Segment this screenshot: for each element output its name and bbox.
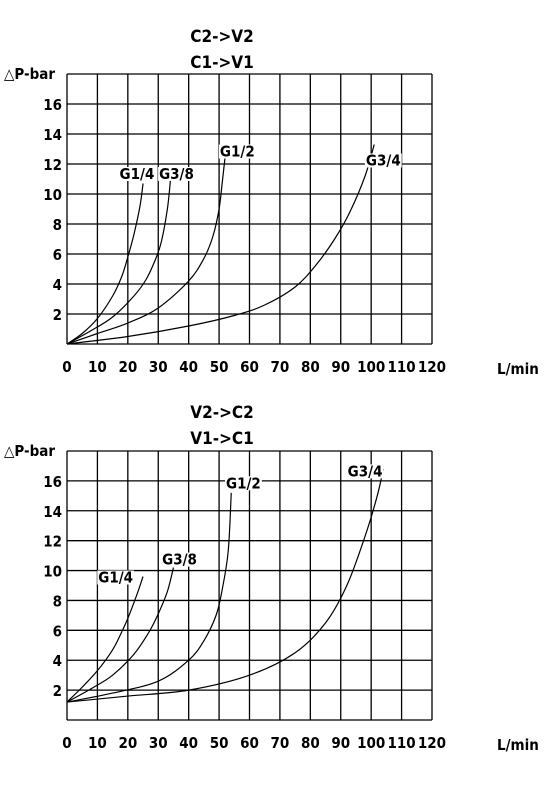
- series-curve-G1-2: [66, 492, 232, 703]
- y-tick-label: 2: [53, 682, 62, 700]
- x-tick-label: 120: [418, 358, 446, 376]
- y-tick-label: 10: [43, 563, 62, 581]
- x-tick-label: 80: [301, 734, 320, 752]
- series-label-bg: [364, 153, 402, 168]
- x-tick-label: 90: [331, 358, 350, 376]
- x-tick-label: 40: [179, 734, 198, 752]
- y-tick-label: 8: [53, 592, 62, 610]
- series-label: G1/2: [226, 474, 261, 492]
- y-tick-label: 8: [53, 216, 62, 234]
- series-label: G1/4: [120, 165, 155, 183]
- x-tick-label: 70: [271, 358, 290, 376]
- y-tick-label: 12: [43, 533, 62, 551]
- x-tick-label: 0: [62, 734, 71, 752]
- chart-2: V2->C2 V1->C1 △P-bar 2 4 6 8 10 12 14 16 0 10 20 30 40 5…: [4, 403, 539, 754]
- series-label-bg: [225, 476, 262, 491]
- series-label: G1/2: [220, 143, 255, 161]
- y-tick-label: 14: [43, 126, 62, 144]
- series-curve-G1-4: [66, 183, 144, 345]
- y-tick-label: 12: [43, 156, 62, 174]
- x-tick-label: 90: [331, 734, 350, 752]
- series-curve-G1-4: [66, 576, 144, 703]
- x-tick-label: 40: [179, 358, 198, 376]
- y-tick-label: 4: [53, 652, 62, 670]
- y-tick-label: 2: [53, 306, 62, 324]
- series-label: G3/4: [366, 152, 401, 170]
- x-axis-unit: L/min: [497, 360, 539, 378]
- series-curve-G1-2: [66, 156, 226, 345]
- series-label-bg: [118, 167, 156, 181]
- series-curve-G3-8: [66, 180, 172, 345]
- series-curve-G3-8: [66, 567, 175, 703]
- series-label-bg: [161, 552, 198, 567]
- x-tick-label: 70: [271, 734, 290, 752]
- x-tick-label: 110: [387, 734, 415, 752]
- x-tick-label: 100: [357, 734, 385, 752]
- y-tick-label: 16: [43, 96, 62, 114]
- series-label: G1/4: [98, 569, 133, 587]
- x-tick-label: 50: [210, 734, 229, 752]
- series-label: G3/8: [162, 551, 197, 569]
- y-tick-label: 16: [43, 473, 62, 491]
- grid: [66, 73, 433, 345]
- series-label-bg: [346, 464, 384, 479]
- y-tick-label: 10: [43, 186, 62, 204]
- x-tick-label: 60: [240, 734, 259, 752]
- chart-title-line-2: V1->C1: [190, 429, 254, 449]
- chart-1: C2->V2 C1->V1 △P-bar 2 4 6 8 10 12 14 16 0 10 20 30 40 5…: [4, 27, 539, 378]
- chart-title-line-1: C2->V2: [190, 27, 254, 47]
- y-tick-label: 6: [53, 246, 62, 264]
- series-label: G3/8: [159, 165, 194, 183]
- series-label: G3/4: [348, 462, 383, 480]
- x-tick-label: 80: [301, 358, 320, 376]
- y-axis-label: △P-bar: [4, 65, 55, 83]
- series-curve-G3-4: [66, 468, 384, 703]
- x-tick-label: 20: [118, 358, 137, 376]
- x-tick-label: 10: [88, 734, 107, 752]
- chart-title-line-1: V2->C2: [190, 403, 254, 423]
- x-tick-label: 20: [118, 734, 137, 752]
- x-tick-label: 120: [418, 734, 446, 752]
- series-label-bg: [218, 144, 256, 159]
- series-label-bg: [158, 167, 195, 181]
- x-tick-label: 110: [387, 358, 415, 376]
- x-tick-label: 30: [149, 358, 168, 376]
- y-axis-label: △P-bar: [4, 442, 55, 460]
- chart-title-line-2: C1->V1: [190, 53, 254, 73]
- y-tick-label: 4: [53, 276, 62, 294]
- x-axis-unit: L/min: [497, 736, 539, 754]
- x-tick-label: 50: [210, 358, 229, 376]
- x-tick-label: 0: [62, 358, 71, 376]
- series-label-bg: [97, 570, 135, 585]
- y-tick-label: 14: [43, 503, 62, 521]
- x-tick-label: 10: [88, 358, 107, 376]
- y-tick-label: 6: [53, 622, 62, 640]
- x-tick-label: 100: [357, 358, 385, 376]
- x-tick-label: 30: [149, 734, 168, 752]
- x-tick-label: 60: [240, 358, 259, 376]
- series-curve-G3-4: [66, 144, 375, 345]
